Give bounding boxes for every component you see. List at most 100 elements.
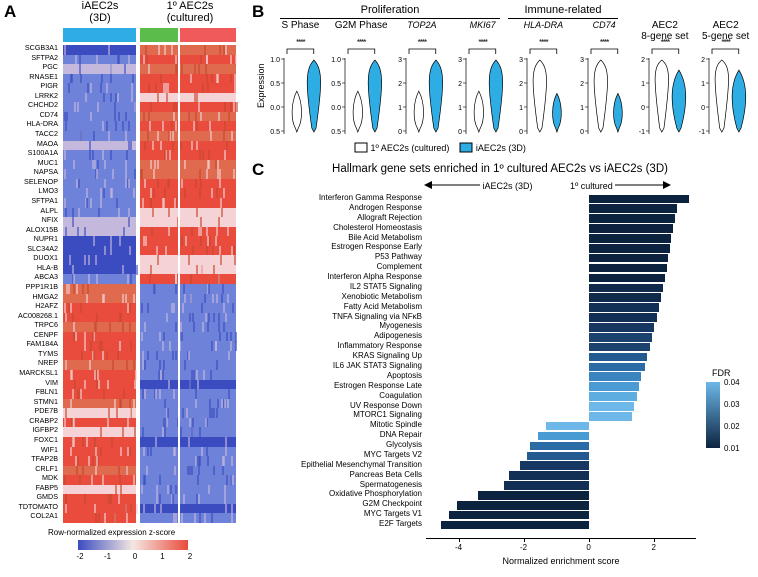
fdr-bar [706,382,720,448]
heatmap-header-2-text: 1º AEC2s (cultured) [145,0,235,24]
svg-text:-0.5: -0.5 [331,129,341,136]
svg-text:0.0: 0.0 [270,105,280,112]
heatmap-header-1-bar [63,28,136,42]
hallmark-arrow-right: 1º cultured [570,180,671,191]
hallmark-bar [589,313,657,322]
hallmark-bar [538,432,589,441]
hallmark-bar [589,274,665,283]
hallmark-bar [589,412,632,421]
heatmap-header-1-text: iAEC2s (3D) [60,0,140,24]
svg-text:0: 0 [580,129,584,136]
violin-y-label: Expression [256,63,266,108]
hallmark-bar [589,303,659,312]
violin-cell: CD74****3210 [574,20,635,140]
violin-title: S Phase [270,20,331,31]
hallmark-bar [589,402,635,411]
hallmark-xtick: -4 [447,543,471,552]
svg-text:1: 1 [580,105,584,112]
svg-text:3: 3 [519,57,523,64]
hallmark-bar [589,363,645,372]
violin-title: TOP2A [392,20,453,30]
violin-legend-right: iAEC2s (3D) [476,143,526,153]
svg-text:2: 2 [519,81,523,88]
violin-group-prolif-line [280,18,500,19]
hallmark-bar [589,372,642,381]
violin-title: G2M Phase [331,20,392,31]
hallmark-bar [457,501,589,510]
heatmap-legend-bar [78,540,188,550]
gene-label: COL2A1 [0,512,58,522]
hallmark-label: E2F Targets [258,520,422,530]
hallmark-bar [589,293,661,302]
svg-text:3: 3 [458,57,462,64]
svg-text:0.5: 0.5 [270,81,280,88]
hallmark-bar [589,353,648,362]
svg-text:0: 0 [701,105,705,112]
violin-legend: 1º AEC2s (cultured) iAEC2s (3D) [354,142,684,156]
violin-sig: **** [331,38,392,47]
violin-title: CD74 [574,20,635,30]
svg-text:1: 1 [398,105,402,112]
hallmark-title: Hallmark gene sets enriched in 1º cultur… [300,163,700,175]
svg-text:0: 0 [641,105,645,112]
heatmap-legend-tick: 0 [125,552,145,561]
fdr-tick: 0.04 [724,378,740,387]
fdr-ticks: 0.040.030.020.01 [724,378,754,452]
heatmap-legend-title: Row-normalized expression z-score [48,528,175,537]
hallmark-xtick: 0 [577,543,601,552]
svg-text:-1: -1 [638,129,644,136]
violin-sig: **** [452,38,513,47]
violin-sig: **** [635,38,696,47]
violin-cell: MKI67****3210 [452,20,513,140]
svg-text:3: 3 [398,57,402,64]
hallmark-xtick: 2 [642,543,666,552]
hallmark-xtick: -2 [512,543,536,552]
violin-legend-left: 1º AEC2s (cultured) [371,143,450,153]
hallmark-bar [509,471,589,480]
hallmark-bar [589,224,673,233]
violin-row: S Phase****1.00.50.0-0.5G2M Phase****1.0… [270,20,756,140]
hallmark-bar [589,214,676,223]
hallmark-arrow-right-text: 1º cultured [570,181,613,191]
hallmark-bar [589,392,637,401]
violin-cell: HLA-DRA****3210 [513,20,574,140]
heatmap-legend-tick: 2 [180,552,200,561]
hallmark-bar [589,343,650,352]
svg-text:2: 2 [641,57,645,64]
hallmark-bar [449,511,589,520]
svg-text:2: 2 [580,81,584,88]
svg-text:-1: -1 [699,129,705,136]
svg-text:1: 1 [519,105,523,112]
hallmark-xlabel: Normalized enrichment score [426,556,696,566]
heatmap-col-left [63,45,136,523]
violin-group-immune: Immune-related [508,4,618,16]
hallmark-bar [441,521,589,530]
svg-text:0.5: 0.5 [331,81,341,88]
svg-text:0.0: 0.0 [331,105,341,112]
violin-cell: G2M Phase **** 1.0 0.5 0.0 -0.5 [331,20,392,140]
hallmark-bar [589,254,669,263]
violin-sig: **** [574,38,635,47]
hallmark-bar [589,382,639,391]
hallmark-bar [530,442,589,451]
heatmap-legend-tick: 1 [153,552,173,561]
hallmark-bar [504,481,589,490]
svg-text:1.0: 1.0 [331,57,341,64]
violin-title: HLA-DRA [513,20,574,30]
heatmap-header-2-bar-a [140,28,178,42]
hallmark-bar [589,195,690,204]
fdr-tick: 0.01 [724,444,740,453]
fdr-title: FDR [712,368,731,378]
panel-b-label: B [252,2,264,22]
hallmark-bar [527,452,589,461]
hallmark-bar [589,323,655,332]
heatmap-col-right [140,45,236,523]
heatmap-header-2-bar-b [180,28,236,42]
hallmark-bar [589,333,652,342]
hallmark-bar [589,244,670,253]
violin-sig: **** [392,38,453,47]
svg-text:1: 1 [458,105,462,112]
hallmark-bar [520,461,588,470]
svg-text:0: 0 [398,129,402,136]
svg-text:2: 2 [458,81,462,88]
